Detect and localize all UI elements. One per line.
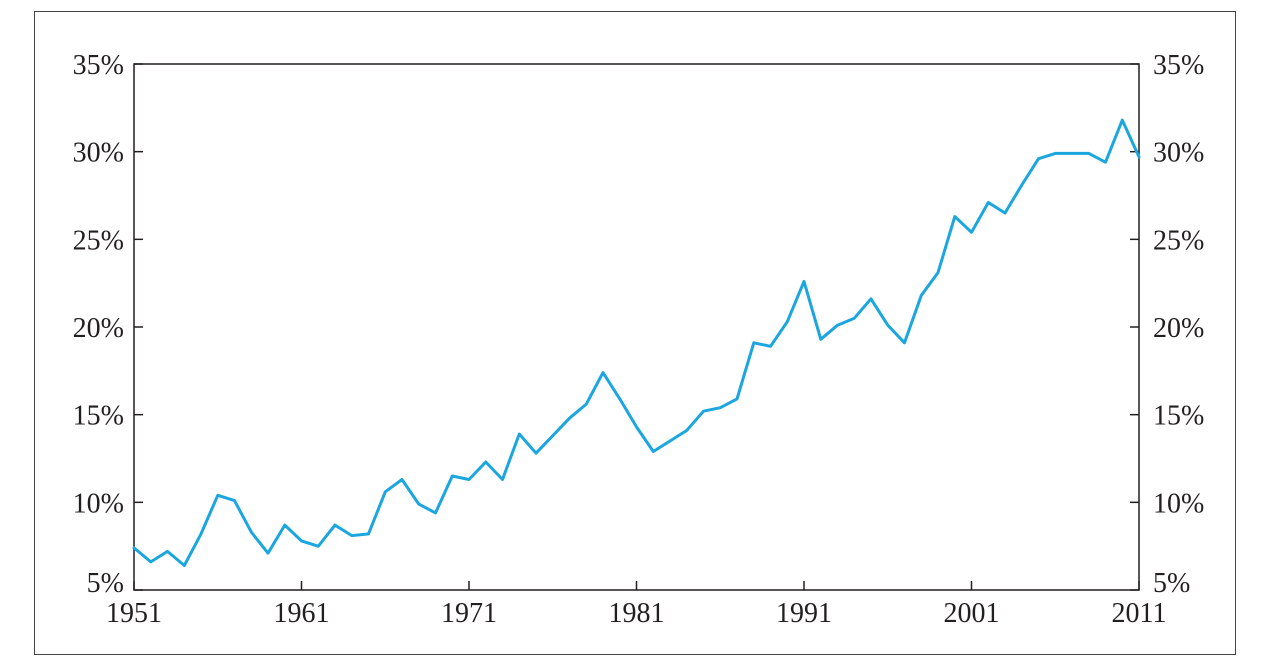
x-tick-label: 1981 <box>609 598 665 629</box>
line-chart: 5% 10% 15% 20% 25% 30% 35% 5% 10% 15% 20% 25% 30% 35… <box>73 50 1205 629</box>
y-tick-label-left: 35% <box>73 50 124 81</box>
y-tick-label-left: 20% <box>73 313 124 344</box>
chart-frame: 5% 10% 15% 20% 25% 30% 35% 5% 10% 15% 20% 25% 30% 35… <box>34 11 1236 655</box>
x-tick-label: 1961 <box>274 598 330 629</box>
x-tick-label: 2001 <box>944 598 1000 629</box>
y-axis-left: 5% 10% 15% 20% 25% 30% 35% <box>73 50 143 599</box>
y-tick-label-right: 5% <box>1153 568 1190 599</box>
data-points <box>133 119 1141 567</box>
x-tick-label: 1991 <box>776 598 832 629</box>
y-tick-label-right: 35% <box>1153 50 1204 81</box>
y-tick-label-left: 5% <box>87 568 124 599</box>
plot-area <box>133 63 1140 591</box>
y-tick-label-right: 25% <box>1153 225 1204 256</box>
y-tick-label-left: 10% <box>73 488 124 519</box>
y-tick-label-right: 10% <box>1153 488 1204 519</box>
y-tick-label-left: 25% <box>73 225 124 256</box>
y-tick-label-right: 20% <box>1153 313 1204 344</box>
x-tick-label: 1971 <box>441 598 497 629</box>
y-tick-label-left: 15% <box>73 401 124 432</box>
x-tick-label: 2011 <box>1112 598 1167 629</box>
y-tick-label-right: 30% <box>1153 138 1204 169</box>
y-tick-label-right: 15% <box>1153 401 1204 432</box>
x-axis: 1951 1961 1971 1981 1991 2001 2011 <box>106 581 1166 629</box>
series-line <box>132 118 1141 567</box>
y-tick-label-left: 30% <box>73 138 124 169</box>
x-tick-label: 1951 <box>106 598 162 629</box>
y-axis-right: 5% 10% 15% 20% 25% 30% 35% <box>1130 50 1204 599</box>
